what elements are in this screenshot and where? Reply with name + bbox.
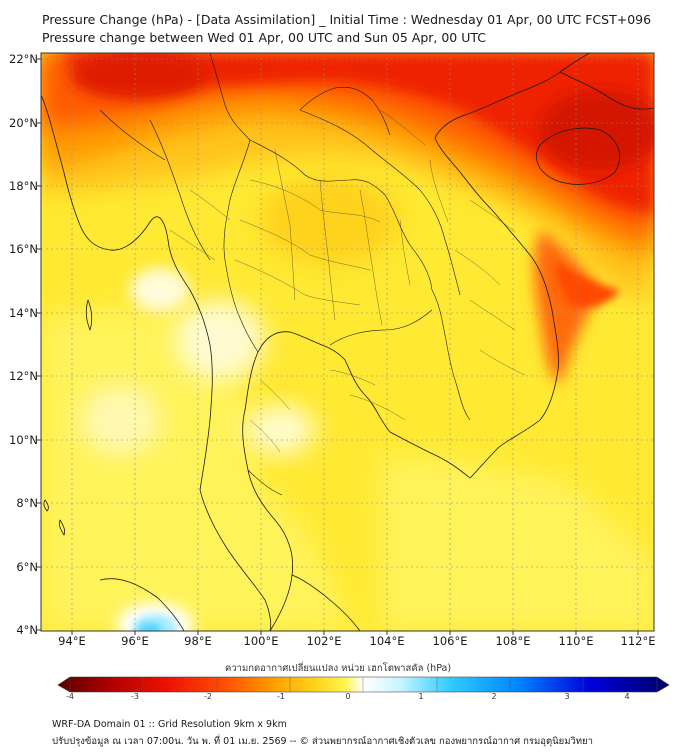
province-borders <box>169 109 526 453</box>
colorbar-tick-lines <box>69 677 658 692</box>
colorbar-tick-label: 0 <box>345 692 351 701</box>
lon-label-112e: 112°E <box>620 634 656 648</box>
map-frame <box>40 52 655 632</box>
pressure-change-map <box>37 52 655 635</box>
lon-label-104e: 104°E <box>369 634 405 648</box>
colorbar-tick-label: 4 <box>624 692 630 701</box>
lat-label-22n: 22°N <box>9 52 38 66</box>
lon-label-94e: 94°E <box>58 634 86 648</box>
lon-label-100e: 100°E <box>243 634 279 648</box>
lat-label-10n: 10°N <box>9 433 38 447</box>
footer-domain-info: WRF-DA Domain 01 :: Grid Resolution 9km … <box>52 719 287 730</box>
lon-label-102e: 102°E <box>306 634 342 648</box>
lat-label-12n: 12°N <box>9 369 38 383</box>
lon-label-110e: 110°E <box>558 634 594 648</box>
lon-label-106e: 106°E <box>432 634 468 648</box>
lon-label-98e: 98°E <box>184 634 212 648</box>
colorbar <box>57 676 670 693</box>
colorbar-tick-label: -2 <box>204 692 212 701</box>
lon-label-96e: 96°E <box>121 634 149 648</box>
colorbar-tick-label: 3 <box>564 692 570 701</box>
colorbar-tick-label: -3 <box>131 692 139 701</box>
map-gridlines <box>41 53 654 631</box>
lat-label-8n: 8°N <box>16 496 38 510</box>
lat-label-4n: 4°N <box>16 623 38 637</box>
colorbar-title: ความกดอากาศเปลี่ยนแปลง หน่วย เฮกโตพาสคัล… <box>224 663 452 674</box>
colorbar-gradient <box>57 676 670 693</box>
lat-label-14n: 14°N <box>9 306 38 320</box>
footer-update-credit: ปรับปรุงข้อมูล ณ เวลา 07:00น. วัน พ. ที่… <box>52 736 593 747</box>
lat-label-6n: 6°N <box>16 560 38 574</box>
lat-label-16n: 16°N <box>9 242 38 256</box>
country-borders <box>99 53 471 496</box>
pressure-field <box>41 53 654 631</box>
colorbar-tick-label: 2 <box>491 692 497 701</box>
colorbar-tick-label: -1 <box>277 692 285 701</box>
chart-subtitle: Pressure change between Wed 01 Apr, 00 U… <box>42 30 487 45</box>
lat-label-18n: 18°N <box>9 179 38 193</box>
lon-label-108e: 108°E <box>495 634 531 648</box>
colorbar-tick-label: -4 <box>66 692 74 701</box>
colorbar-tick-label: 1 <box>418 692 424 701</box>
lat-label-20n: 20°N <box>9 116 38 130</box>
chart-title: Pressure Change (hPa) - [Data Assimilati… <box>42 12 652 27</box>
axis-ticks <box>37 58 639 635</box>
